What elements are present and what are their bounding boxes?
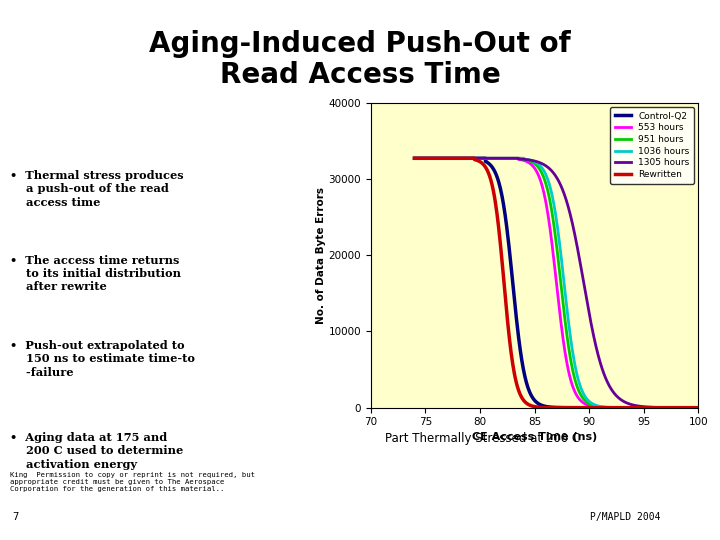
Text: P/MAPLD 2004: P/MAPLD 2004 [590, 512, 660, 522]
X-axis label: CE Access Time (ns): CE Access Time (ns) [472, 431, 597, 442]
Text: •  Thermal stress produces
    a push-out of the read
    access time: • Thermal stress produces a push-out of … [10, 170, 184, 207]
Text: Part Thermally Stressed at 200 C: Part Thermally Stressed at 200 C [385, 432, 580, 445]
Text: 7: 7 [12, 512, 18, 522]
Text: Aging-Induced Push-Out of
Read Access Time: Aging-Induced Push-Out of Read Access Ti… [149, 30, 571, 89]
Text: •  Aging data at 175 and
    200 C used to determine
    activation energy: • Aging data at 175 and 200 C used to de… [10, 432, 184, 469]
Text: King  Permission to copy or reprint is not required, but
appropriate credit must: King Permission to copy or reprint is no… [10, 472, 255, 492]
Y-axis label: No. of Data Byte Errors: No. of Data Byte Errors [315, 187, 325, 323]
Legend: Control-Q2, 553 hours, 951 hours, 1036 hours, 1305 hours, Rewritten: Control-Q2, 553 hours, 951 hours, 1036 h… [610, 107, 694, 184]
Text: •  The access time returns
    to its initial distribution
    after rewrite: • The access time returns to its initial… [10, 255, 181, 293]
Text: •  Push-out extrapolated to
    150 ns to estimate time-to
    -failure: • Push-out extrapolated to 150 ns to est… [10, 340, 195, 377]
